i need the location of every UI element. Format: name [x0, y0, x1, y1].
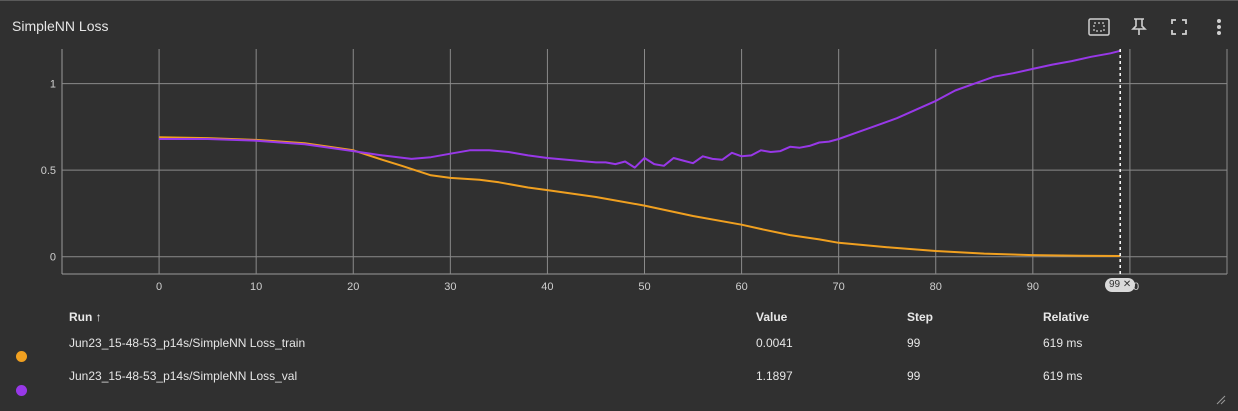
series-line-val [159, 49, 1121, 169]
header-value[interactable]: Value [756, 310, 788, 324]
pin-icon[interactable] [1127, 15, 1151, 39]
chart-title: SimpleNN Loss [12, 18, 109, 34]
close-icon[interactable]: ✕ [1122, 279, 1132, 290]
header-run[interactable]: Run ↑ [69, 310, 102, 324]
fullscreen-icon[interactable] [1167, 15, 1191, 39]
y-tick-label: 0 [50, 252, 56, 264]
train-color-dot [16, 351, 27, 362]
loss-chart[interactable]: 010203040506070809010000.51 [0, 1, 1238, 301]
x-tick-label: 0 [156, 281, 162, 293]
x-tick-label: 20 [347, 281, 359, 293]
hover-step-value: 99 [1109, 279, 1121, 290]
x-tick-label: 70 [833, 281, 845, 293]
y-tick-label: 1 [50, 79, 56, 91]
resize-handle-icon[interactable] [1216, 395, 1226, 405]
row-train-step: 99 [907, 336, 921, 350]
row-train-run: Jun23_15-48-53_p14s/SimpleNN Loss_train [69, 336, 306, 350]
row-train-value: 0.0041 [756, 336, 793, 350]
header-step[interactable]: Step [907, 310, 934, 324]
y-tick-label: 0.5 [41, 165, 56, 177]
more-vert-icon[interactable] [1207, 15, 1231, 39]
x-tick-label: 10 [250, 281, 262, 293]
x-tick-label: 30 [444, 281, 456, 293]
x-tick-label: 60 [735, 281, 747, 293]
hover-step-badge[interactable]: 99 ✕ [1105, 278, 1136, 292]
series-line-train [159, 136, 1121, 257]
fit-domain-icon[interactable] [1087, 15, 1111, 39]
x-tick-label: 90 [1027, 281, 1039, 293]
x-tick-label: 50 [638, 281, 650, 293]
row-val-relative: 619 ms [1043, 369, 1083, 383]
row-val-value: 1.1897 [756, 369, 793, 383]
x-tick-label: 40 [541, 281, 553, 293]
row-train-relative: 619 ms [1043, 336, 1083, 350]
row-val-step: 99 [907, 369, 921, 383]
header-relative[interactable]: Relative [1043, 310, 1090, 324]
x-tick-label: 80 [930, 281, 942, 293]
val-color-dot [16, 385, 27, 396]
row-val-run: Jun23_15-48-53_p14s/SimpleNN Loss_val [69, 369, 298, 383]
